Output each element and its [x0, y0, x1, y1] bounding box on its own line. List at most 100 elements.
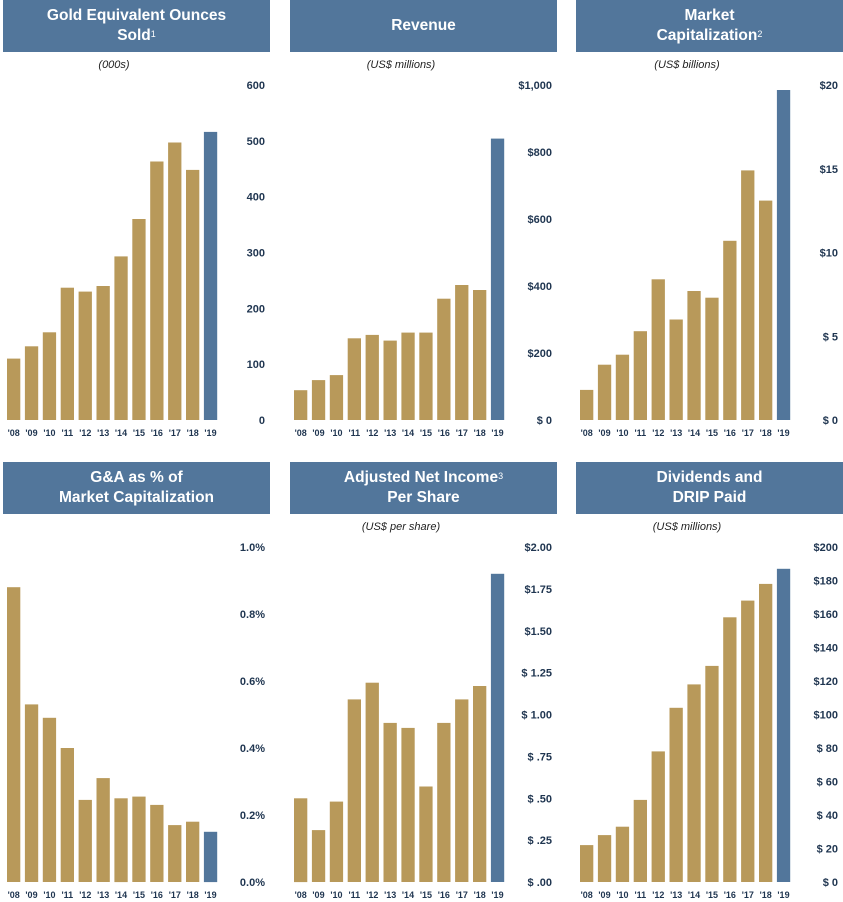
chart-unit-label: (US$ billions): [654, 59, 720, 71]
bar-ga-2: [42, 717, 57, 882]
x-tick-label: '16: [724, 890, 736, 900]
y-tick-label: $100: [814, 710, 838, 722]
footnote-marker: 2: [757, 29, 763, 39]
x-tick-label: '19: [491, 890, 503, 900]
bar-dividends-0: [580, 845, 594, 882]
y-tick-label: 0.0%: [240, 877, 265, 889]
x-tick-label: '14: [115, 428, 127, 438]
bar-revenue-11: [490, 138, 505, 420]
x-tick-label: '14: [688, 890, 700, 900]
bar-chart-net-income: '08 '09 '10 '11 '12 '13 '14 '15 '16 '17 '18 '19 $ .0…: [294, 542, 552, 900]
y-tick-label: 0.8%: [240, 609, 265, 621]
chart-title-line1: Revenue: [391, 17, 456, 34]
y-tick-label: 0.4%: [240, 743, 265, 755]
y-tick-label: $ 20: [817, 844, 838, 856]
y-tick-label: $800: [528, 147, 552, 159]
bar-revenue-6: [401, 332, 415, 420]
y-tick-label: 200: [247, 303, 265, 315]
y-tick-label: $140: [814, 643, 838, 655]
bar-revenue-8: [437, 298, 451, 420]
bar-netincome-1: [311, 830, 326, 882]
x-tick-label: '17: [456, 890, 468, 900]
y-tick-label: 400: [247, 192, 265, 204]
bar-gold-3: [60, 287, 74, 420]
bar-marketcap-9: [741, 170, 755, 420]
y-tick-label: $ 0: [823, 877, 838, 889]
bar-revenue-9: [455, 285, 469, 420]
bar-netincome-11: [490, 573, 505, 882]
chart-unit-label: (US$ millions): [652, 521, 722, 533]
x-tick-label: '18: [474, 428, 486, 438]
bar-revenue-3: [347, 338, 361, 420]
x-tick-label: '14: [115, 890, 127, 900]
x-tick-label: '18: [760, 890, 772, 900]
bar-netincome-6: [401, 727, 415, 882]
bar-revenue-4: [365, 334, 379, 420]
bar-gold-6: [114, 256, 128, 420]
bar-marketcap-10: [759, 200, 773, 420]
chart-header: Adjusted Net Income3 Per Share: [290, 462, 557, 514]
bar-gold-0: [7, 358, 21, 420]
x-tick-label: '15: [133, 890, 145, 900]
bar-gold-8: [150, 161, 164, 420]
bar-gold-4: [78, 291, 92, 420]
y-tick-label: $ .00: [528, 877, 552, 889]
x-tick-label: '08: [581, 890, 593, 900]
bar-chart-market-cap: '08 '09 '10 '11 '12 '13 '14 '15 '16 '17 '18 '19 $ 0 $…: [580, 80, 838, 438]
chart-title-line1: Market: [684, 7, 735, 24]
x-tick-label: '08: [295, 890, 307, 900]
chart-title-line1: Dividends and: [656, 469, 763, 486]
x-tick-label: '11: [61, 428, 73, 438]
x-tick-label: '11: [348, 428, 360, 438]
x-tick-label: '09: [598, 890, 610, 900]
chart-unit-label: (US$ per share): [361, 521, 441, 533]
x-tick-label: '18: [474, 890, 486, 900]
bar-ga-6: [114, 798, 128, 883]
chart-panel-net-income: Adjusted Net Income3 Per Share (US$ per …: [290, 462, 557, 902]
x-tick-label: '13: [384, 890, 396, 900]
y-tick-label: $ .25: [528, 835, 552, 847]
chart-unit-label: (US$ millions): [366, 59, 436, 71]
bar-netincome-3: [347, 699, 361, 882]
x-tick-label: '15: [133, 428, 145, 438]
x-tick-label: '16: [438, 890, 450, 900]
x-tick-label: '16: [438, 428, 450, 438]
bar-dividends-3: [633, 799, 647, 882]
y-tick-label: $ 1.25: [521, 668, 552, 680]
bar-revenue-0: [294, 390, 308, 420]
chart-title-line1: Adjusted Net Income: [343, 469, 499, 486]
x-tick-label: '19: [777, 428, 789, 438]
y-tick-label: $ 40: [817, 810, 838, 822]
chart-panel-market-cap: Market Capitalization2 (US$ billions) '0…: [576, 0, 843, 440]
x-tick-label: '10: [43, 428, 55, 438]
y-tick-label: $ 0: [823, 415, 838, 427]
bar-marketcap-3: [633, 331, 647, 420]
x-tick-label: '11: [634, 428, 646, 438]
y-tick-label: $400: [528, 281, 552, 293]
bar-dividends-1: [597, 835, 612, 882]
bar-revenue-7: [419, 332, 433, 420]
bar-marketcap-8: [723, 240, 737, 420]
bar-chart-revenue: '08 '09 '10 '11 '12 '13 '14 '15 '16 '17 '18 '19 $ 0 $…: [294, 80, 552, 438]
x-tick-label: '09: [25, 428, 37, 438]
x-tick-label: '12: [652, 890, 664, 900]
x-tick-label: '10: [616, 890, 628, 900]
bar-gold-1: [24, 346, 39, 420]
bar-dividends-11: [776, 568, 791, 882]
y-tick-label: $1,000: [518, 80, 552, 92]
bar-dividends-8: [723, 617, 737, 882]
y-tick-label: $1.50: [524, 626, 552, 638]
y-tick-label: $180: [814, 576, 838, 588]
chart-panel-dividends: Dividends and DRIP Paid (US$ millions) '…: [576, 462, 843, 902]
x-tick-label: '18: [187, 428, 199, 438]
chart-unit-label: (000s): [98, 59, 130, 71]
bar-ga-3: [60, 748, 74, 882]
x-tick-label: '16: [151, 428, 163, 438]
bar-marketcap-6: [687, 291, 701, 420]
bar-dividends-2: [615, 826, 630, 882]
bar-ga-0: [7, 587, 21, 882]
x-tick-label: '11: [61, 890, 73, 900]
x-tick-label: '11: [634, 890, 646, 900]
bar-marketcap-2: [615, 354, 630, 420]
x-tick-label: '11: [348, 890, 360, 900]
